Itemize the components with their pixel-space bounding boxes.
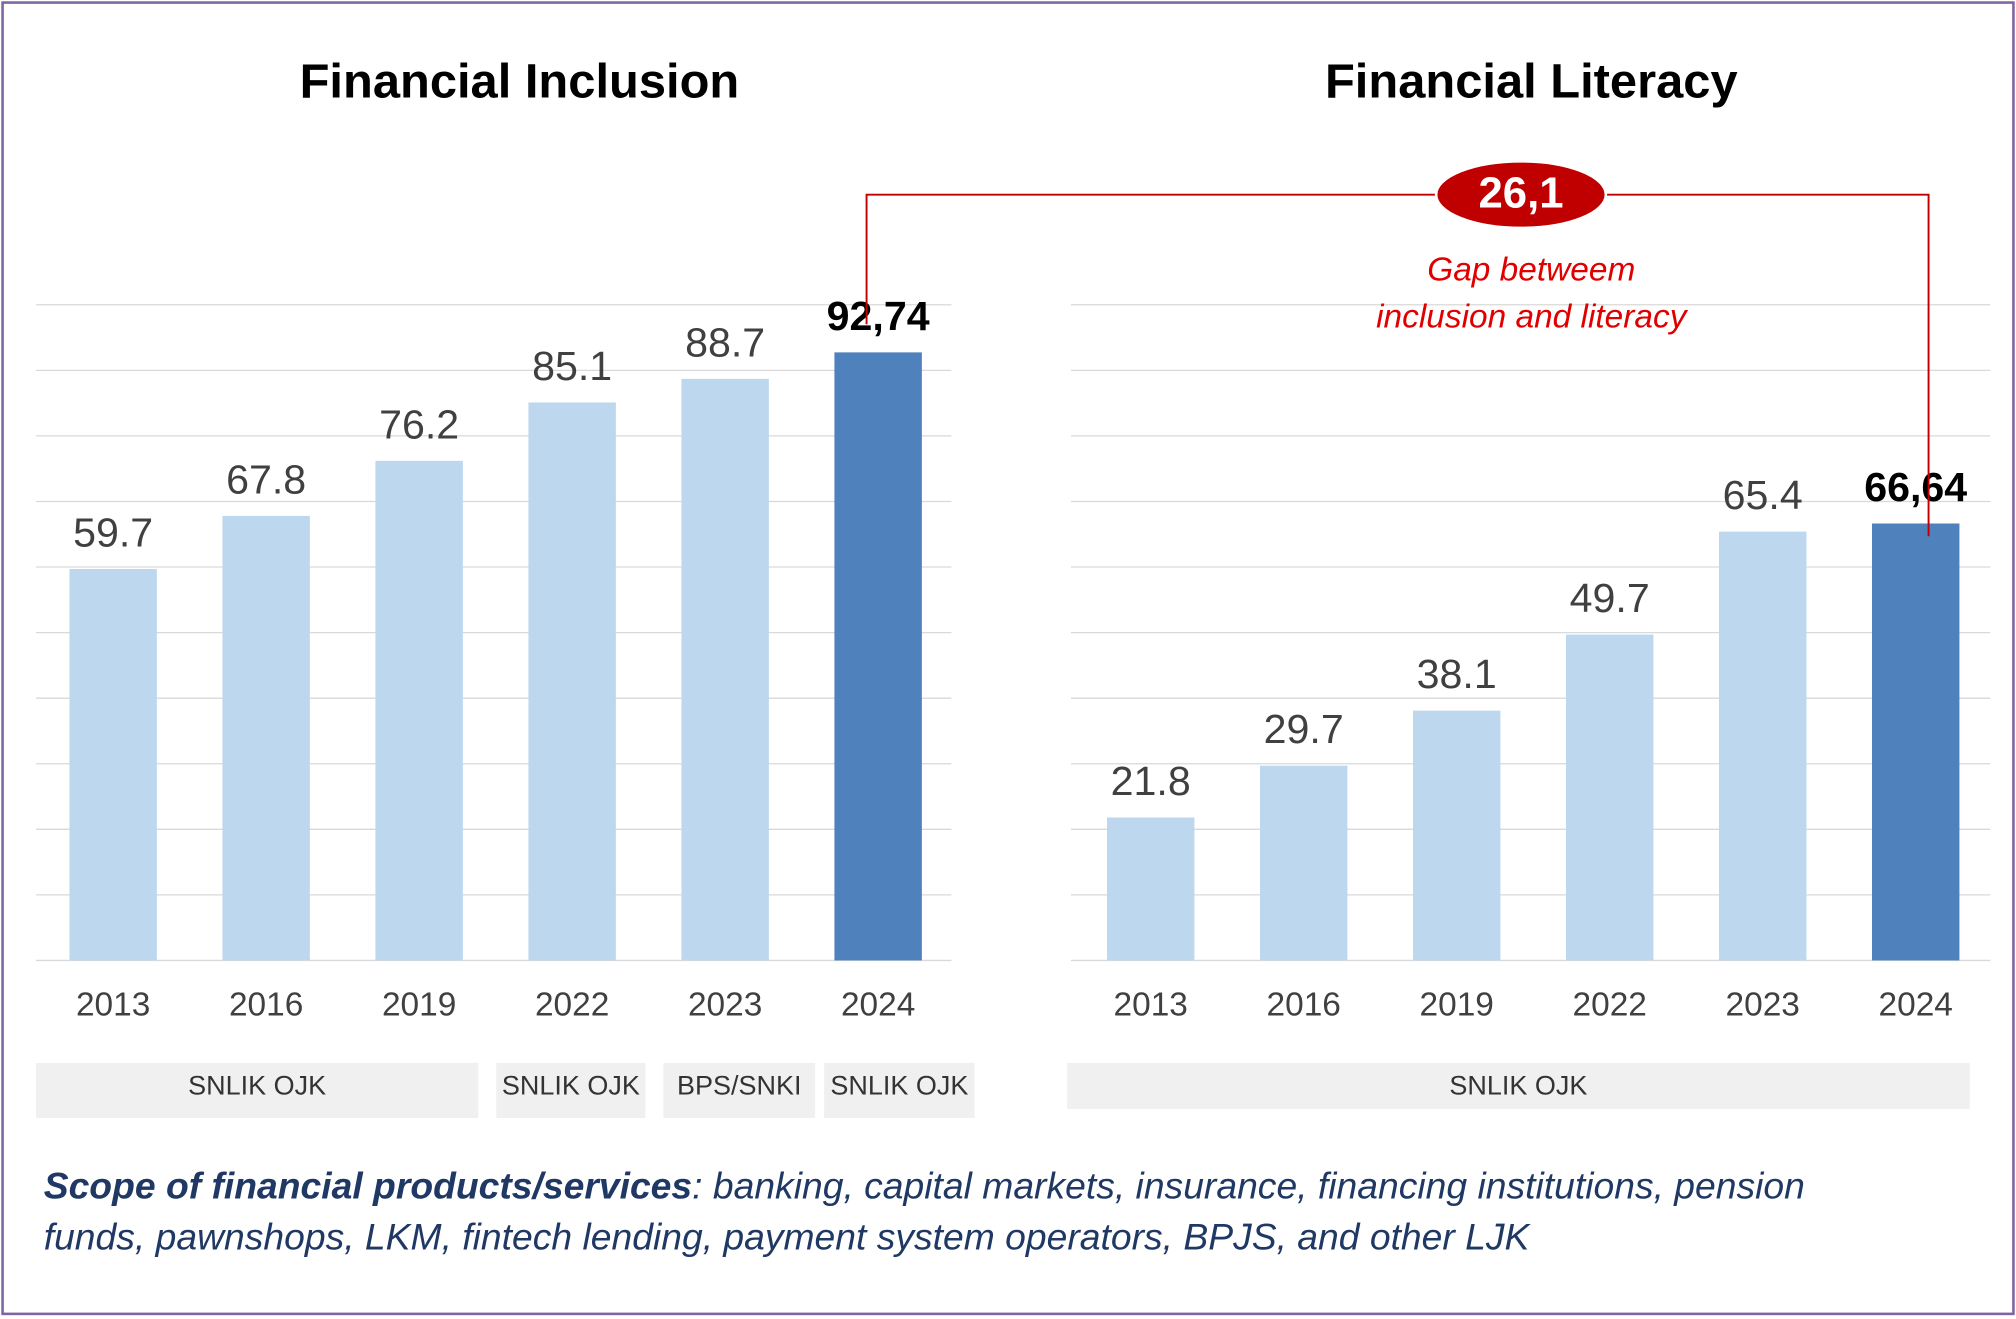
- value-label: 49.7: [1570, 575, 1650, 621]
- bar: [1107, 817, 1195, 961]
- footnote-text: : banking, capital markets, insurance, f…: [692, 1164, 1805, 1206]
- value-label: 92,74: [827, 293, 930, 339]
- gap-label: 26,1: [1478, 169, 1563, 217]
- x-tick-label: 2023: [1726, 986, 1800, 1023]
- bar: [222, 515, 310, 961]
- x-tick-label: 2024: [841, 986, 915, 1023]
- source-label: BPS/SNKI: [677, 1070, 802, 1100]
- x-tick-label: 2022: [535, 986, 609, 1023]
- x-tick-label: 2019: [382, 986, 456, 1023]
- source-label: SNLIK OJK: [188, 1070, 326, 1100]
- gap-badge: [1434, 160, 1608, 230]
- x-tick-label: 2024: [1879, 986, 1953, 1023]
- source-label: SNLIK OJK: [1449, 1070, 1587, 1100]
- source-box: [36, 1062, 479, 1118]
- bar: [1260, 765, 1348, 961]
- value-label: 21.8: [1111, 758, 1191, 804]
- bar: [681, 378, 769, 961]
- value-label: 88.7: [685, 319, 765, 365]
- value-label: 85.1: [532, 343, 612, 389]
- footnote-bold: Scope of financial products/services: [44, 1164, 692, 1206]
- bar: [834, 352, 922, 961]
- chart-title: Financial Inclusion: [300, 54, 740, 108]
- value-label: 76.2: [379, 401, 459, 447]
- footnote: Scope of financial products/services: ba…: [44, 1164, 1805, 1206]
- bar: [1719, 531, 1807, 961]
- x-tick-label: 2016: [1267, 986, 1341, 1023]
- bar: [375, 460, 463, 961]
- bar: [69, 569, 157, 961]
- source-box: [496, 1062, 646, 1118]
- value-label: 29.7: [1264, 706, 1344, 752]
- value-label: 65.4: [1723, 472, 1803, 518]
- footnote-text: funds, pawnshops, LKM, fintech lending, …: [44, 1215, 1532, 1257]
- bar: [1413, 710, 1501, 961]
- gap-note: Gap betweem: [1427, 251, 1635, 288]
- gap-note: inclusion and literacy: [1376, 299, 1689, 336]
- source-box: [663, 1062, 816, 1118]
- bar: [1872, 523, 1960, 961]
- value-label: 38.1: [1417, 651, 1497, 697]
- source-box: [824, 1062, 975, 1118]
- x-tick-label: 2013: [76, 986, 150, 1023]
- x-tick-label: 2023: [688, 986, 762, 1023]
- x-tick-label: 2013: [1114, 986, 1188, 1023]
- value-label: 59.7: [73, 510, 153, 556]
- bar: [1566, 634, 1654, 961]
- gap-bracket: [865, 193, 1930, 537]
- value-label: 66,64: [1864, 464, 1967, 510]
- bar: [528, 402, 616, 961]
- x-tick-label: 2019: [1420, 986, 1494, 1023]
- x-tick-label: 2016: [229, 986, 303, 1023]
- value-label: 67.8: [226, 457, 306, 503]
- source-label: SNLIK OJK: [830, 1070, 968, 1100]
- x-tick-label: 2022: [1573, 986, 1647, 1023]
- source-label: SNLIK OJK: [502, 1070, 640, 1100]
- chart-title: Financial Literacy: [1325, 54, 1738, 108]
- source-box: [1067, 1062, 1970, 1109]
